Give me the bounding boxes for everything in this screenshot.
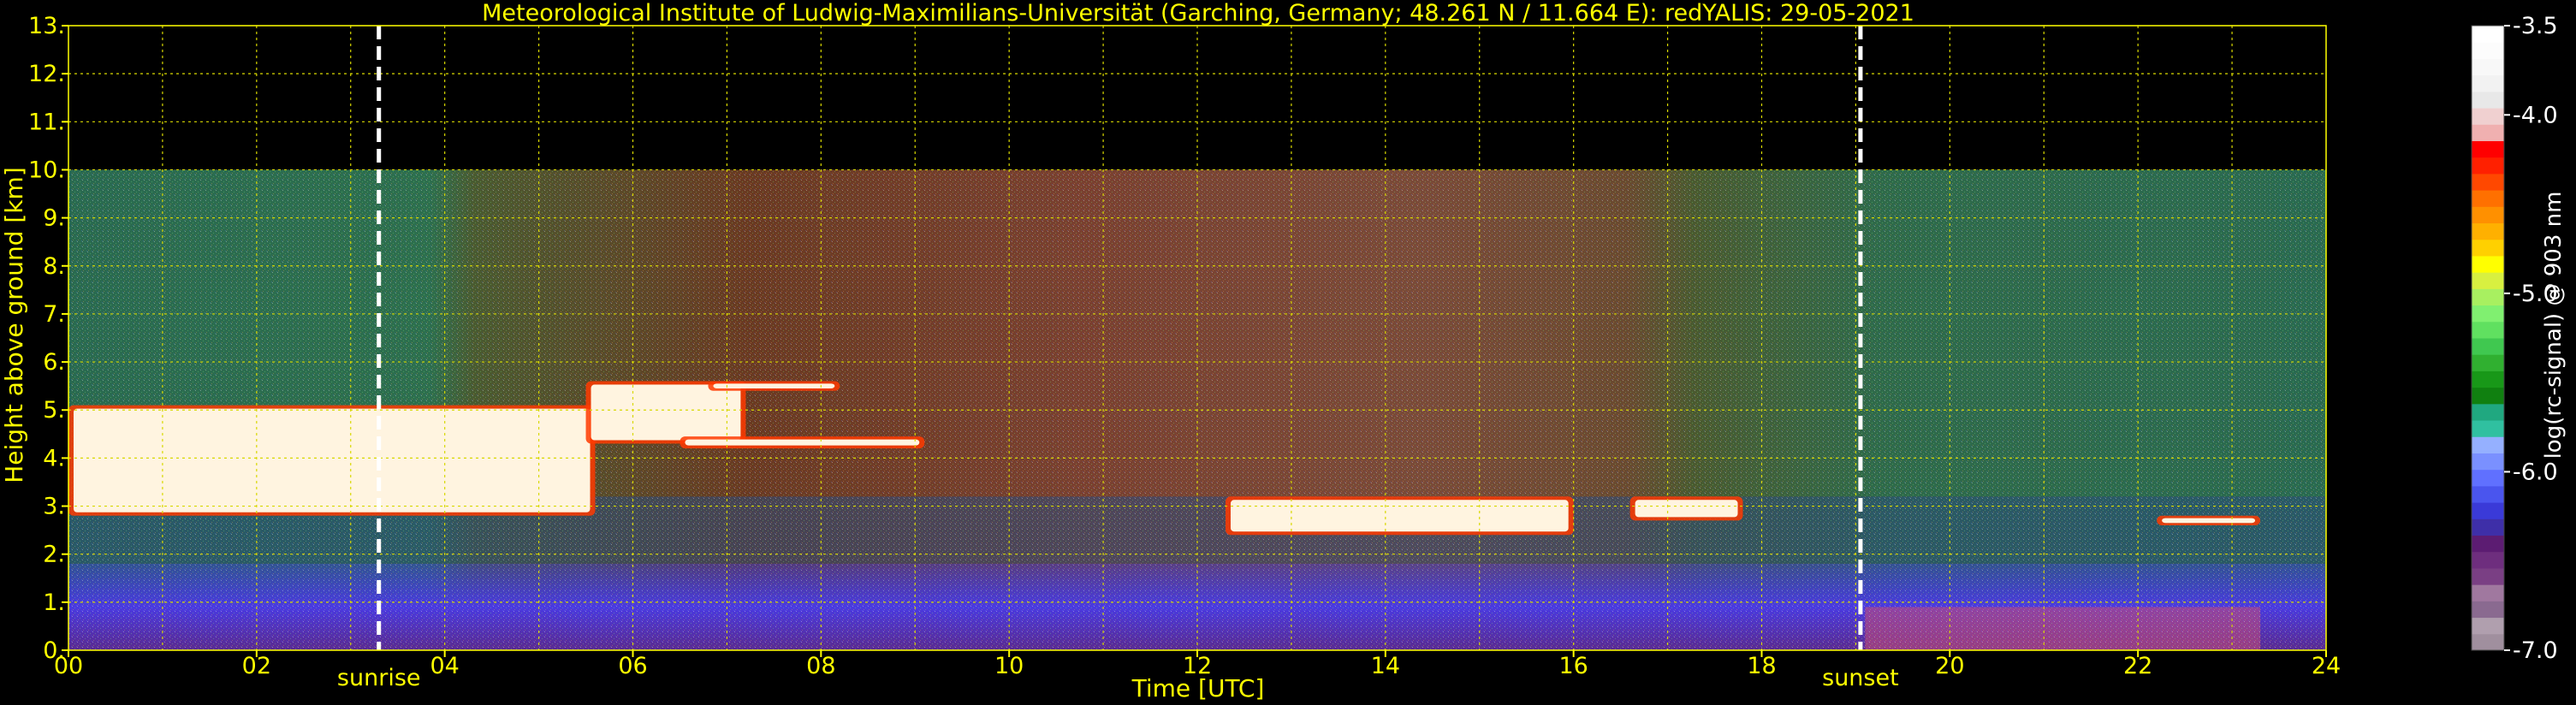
colorbar-segment bbox=[2472, 124, 2504, 141]
colorbar-segment bbox=[2472, 584, 2504, 601]
feature-0 bbox=[68, 405, 596, 516]
colorbar-segment bbox=[2472, 239, 2504, 257]
colorbar-segment bbox=[2472, 567, 2504, 585]
colorbar-segment bbox=[2472, 436, 2504, 453]
x-tick-label: 20 bbox=[1935, 653, 1964, 679]
feature-4 bbox=[1225, 496, 1574, 536]
feature-core bbox=[1635, 500, 1738, 518]
feature-core bbox=[1230, 500, 1569, 532]
y-tick-label: 7. bbox=[43, 301, 65, 328]
y-tick-label: 10. bbox=[28, 157, 65, 183]
x-tick-label: 14 bbox=[1371, 653, 1400, 679]
y-tick-label: 3. bbox=[43, 494, 65, 520]
feature-core bbox=[74, 408, 591, 512]
sunset-label: sunset bbox=[1822, 665, 1899, 691]
colorbar-tick-label: -6.0 bbox=[2513, 459, 2558, 485]
colorbar-segment bbox=[2472, 140, 2504, 158]
colorbar-segment bbox=[2472, 502, 2504, 519]
colorbar-segment bbox=[2472, 469, 2504, 487]
colorbar-segment bbox=[2472, 58, 2504, 76]
colorbar-tick-label: -5.0 bbox=[2513, 281, 2558, 307]
colorbar-segment bbox=[2472, 370, 2504, 388]
colorbar-segment bbox=[2472, 42, 2504, 59]
colorbar-tick-label: -3.5 bbox=[2513, 13, 2558, 39]
x-tick-label: 18 bbox=[1747, 653, 1776, 679]
colorbar-segment bbox=[2472, 354, 2504, 371]
x-axis-ticks: 00 02 04 06 08 10 12 14 16 18 20 22 24 bbox=[54, 650, 2341, 679]
y-tick-label: 12. bbox=[28, 61, 65, 87]
colorbar-segment bbox=[2472, 190, 2504, 207]
colorbar-segment bbox=[2472, 305, 2504, 323]
feature-core bbox=[685, 439, 920, 446]
x-tick-label: 24 bbox=[2312, 653, 2341, 679]
colorbar-segment bbox=[2472, 535, 2504, 553]
colorbar-segment bbox=[2472, 633, 2504, 651]
colorbar-tick-label: -7.0 bbox=[2513, 637, 2558, 664]
colorbar-segment bbox=[2472, 173, 2504, 191]
colorbar-segment bbox=[2472, 222, 2504, 240]
colorbar-segment bbox=[2472, 601, 2504, 619]
colorbar-label: log(rc-signal) @ 903 nm bbox=[2541, 192, 2567, 459]
colorbar-segment bbox=[2472, 206, 2504, 224]
colorbar-segment bbox=[2472, 255, 2504, 273]
x-tick-label: 08 bbox=[806, 653, 835, 679]
colorbar-segment bbox=[2472, 26, 2504, 43]
colorbar-segment bbox=[2472, 453, 2504, 471]
y-tick-label: 6. bbox=[43, 349, 65, 376]
colorbar-segment bbox=[2472, 420, 2504, 437]
colorbar-frame bbox=[2471, 25, 2505, 651]
x-tick-label: 04 bbox=[430, 653, 459, 679]
grid bbox=[68, 26, 2326, 650]
chart-title: Meteorological Institute of Ludwig-Maxim… bbox=[482, 0, 1914, 27]
colorbar-segment bbox=[2472, 518, 2504, 536]
y-axis-label: Height above ground [km] bbox=[0, 167, 28, 483]
sun-markers: sunrise sunset bbox=[337, 26, 1899, 691]
x-tick-label: 22 bbox=[2123, 653, 2152, 679]
y-tick-label: 11. bbox=[28, 109, 65, 135]
y-tick-label: 5. bbox=[43, 397, 65, 424]
feature-5 bbox=[1629, 496, 1743, 521]
colorbar-tick-label: -4.0 bbox=[2513, 102, 2558, 128]
x-axis-label: Time [UTC] bbox=[1131, 674, 1265, 702]
y-tick-label: 13. bbox=[28, 13, 65, 39]
colorbar-segment bbox=[2472, 617, 2504, 635]
x-tick-label: 12 bbox=[1183, 653, 1212, 679]
colorbar-segment bbox=[2472, 485, 2504, 503]
x-tick-label: 16 bbox=[1558, 653, 1588, 679]
colorbar-segment bbox=[2472, 272, 2504, 289]
colorbar-segment bbox=[2472, 157, 2504, 175]
y-tick-label: 1. bbox=[43, 589, 65, 616]
feature-6 bbox=[2157, 515, 2261, 525]
x-tick-label: 00 bbox=[54, 653, 83, 679]
feature-core bbox=[591, 384, 741, 441]
colorbar-segment bbox=[2472, 387, 2504, 405]
y-axis-ticks: 0. 1. 2. 3. 4. 5. 6. 7. 8. 9. 10. 11. 12. 13. bbox=[28, 13, 68, 664]
y-tick-label: 9. bbox=[43, 205, 65, 232]
feature-2 bbox=[708, 381, 840, 391]
feature-core bbox=[2162, 518, 2256, 524]
x-tick-label: 10 bbox=[994, 653, 1024, 679]
y-tick-label: 8. bbox=[43, 253, 65, 280]
colorbar-segment bbox=[2472, 108, 2504, 125]
x-tick-label: 06 bbox=[618, 653, 647, 679]
sunrise-label: sunrise bbox=[337, 665, 421, 691]
feature-core bbox=[713, 383, 835, 388]
y-tick-label: 4. bbox=[43, 445, 65, 471]
y-tick-label: 2. bbox=[43, 542, 65, 568]
feature-3 bbox=[680, 436, 925, 449]
y-tick-label: 0. bbox=[43, 637, 65, 664]
x-tick-label: 02 bbox=[242, 653, 271, 679]
feature-1 bbox=[585, 381, 746, 444]
colorbar-segment bbox=[2472, 338, 2504, 355]
colorbar-segment bbox=[2472, 288, 2504, 306]
colorbar-segment bbox=[2472, 91, 2504, 109]
colorbar-segment bbox=[2472, 551, 2504, 569]
colorbar-segment bbox=[2472, 321, 2504, 339]
colorbar bbox=[2471, 25, 2505, 651]
colorbar-ticks: -3.5 -4.0 -5.0 -6.0 -7.0 bbox=[2504, 13, 2558, 664]
colorbar-segment bbox=[2472, 403, 2504, 421]
colorbar-segment bbox=[2472, 74, 2504, 92]
